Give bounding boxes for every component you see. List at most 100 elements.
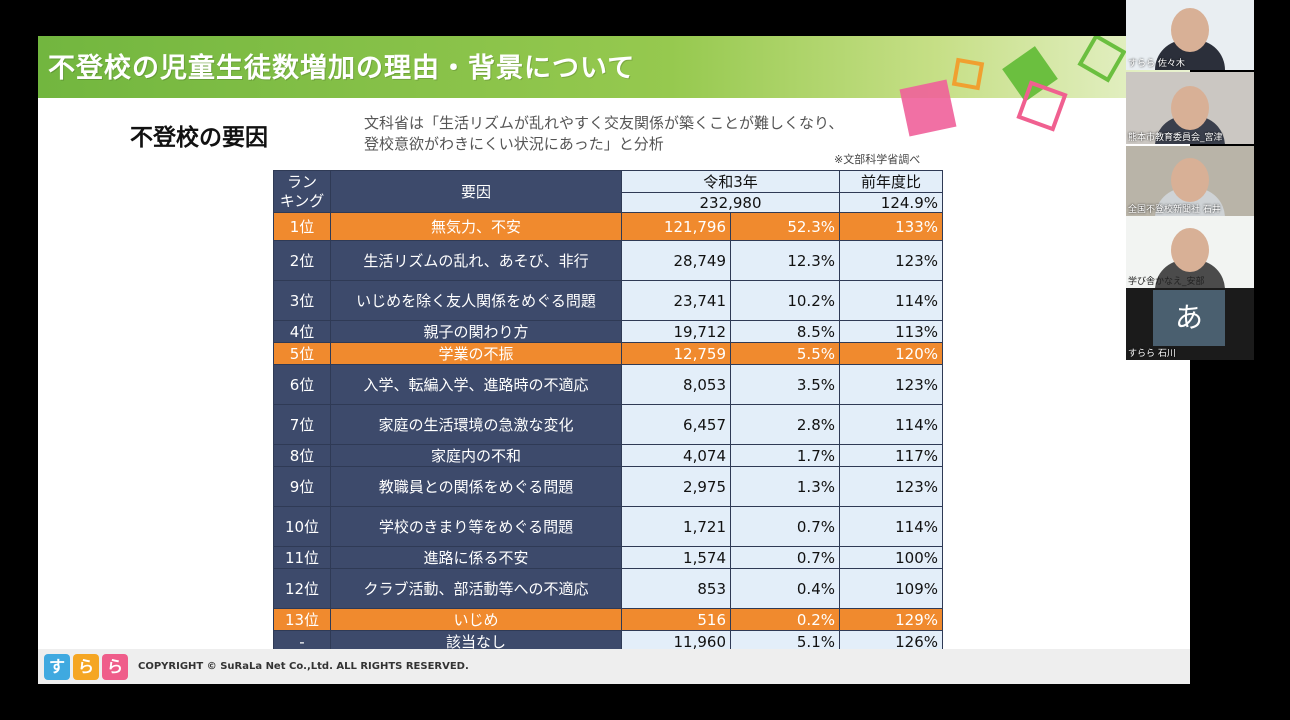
- percent-cell: 0.7%: [730, 546, 840, 569]
- header-yoy-total: 124.9%: [839, 192, 943, 213]
- yoy-cell: 123%: [839, 240, 943, 281]
- header-yoy: 前年度比: [839, 170, 943, 193]
- factor-cell: 生活リズムの乱れ、あそび、非行: [330, 240, 622, 281]
- factor-cell: いじめを除く友人関係をめぐる問題: [330, 280, 622, 321]
- count-cell: 1,574: [621, 546, 731, 569]
- count-cell: 23,741: [621, 280, 731, 321]
- count-cell: 6,457: [621, 404, 731, 445]
- table-row: 2位 生活リズムの乱れ、あそび、非行 28,749 12.3% 123%: [273, 240, 943, 281]
- video-tile-1[interactable]: すらら 佐々木: [1126, 0, 1254, 70]
- yoy-cell: 100%: [839, 546, 943, 569]
- table-header-row-2: 232,980 124.9%: [274, 192, 943, 213]
- header-year: 令和3年: [621, 170, 840, 193]
- factor-cell: クラブ活動、部活動等への不適応: [330, 568, 622, 609]
- percent-cell: 5.5%: [730, 342, 840, 365]
- analysis-note: 文科省は「生活リズムが乱れやすく交友関係が築くことが難しくなり、 登校意欲がわき…: [364, 113, 843, 155]
- decor-square-orange-outline: [951, 57, 985, 91]
- yoy-cell: 133%: [839, 212, 943, 241]
- factor-cell: 入学、転編入学、進路時の不適応: [330, 364, 622, 405]
- avatar-initial: あ: [1174, 301, 1203, 334]
- table-row: 6位 入学、転編入学、進路時の不適応 8,053 3.5% 123%: [273, 364, 943, 405]
- table-row: 12位 クラブ活動、部活動等への不適応 853 0.4% 109%: [273, 568, 943, 609]
- yoy-cell: 123%: [839, 364, 943, 405]
- yoy-cell: 129%: [839, 608, 943, 631]
- factor-cell: 家庭の生活環境の急激な変化: [330, 404, 622, 445]
- rank-cell: 7位: [273, 404, 331, 445]
- table-row: 5位 学業の不振 12,759 5.5% 120%: [273, 342, 943, 365]
- rank-cell: 2位: [273, 240, 331, 281]
- factor-cell: 学校のきまり等をめぐる問題: [330, 506, 622, 547]
- count-cell: 121,796: [621, 212, 731, 241]
- video-tile-2[interactable]: 熊本市教育委員会_宮津: [1126, 72, 1254, 144]
- table-row: 9位 教職員との関係をめぐる問題 2,975 1.3% 123%: [273, 466, 943, 507]
- yoy-cell: 113%: [839, 320, 943, 343]
- title-bar: 不登校の児童生徒数増加の理由・背景について: [38, 36, 1190, 98]
- header-rank: ラン キング: [273, 170, 331, 213]
- table-row: 1位 無気力、不安 121,796 52.3% 133%: [273, 212, 943, 241]
- source-note: ※文部科学省調べ: [834, 153, 921, 166]
- slide-title: 不登校の児童生徒数増加の理由・背景について: [48, 53, 636, 84]
- logo-char-3: ら: [102, 654, 128, 680]
- yoy-cell: 126%: [839, 630, 943, 653]
- table-row: 8位 家庭内の不和 4,074 1.7% 117%: [273, 444, 943, 467]
- yoy-cell: 114%: [839, 404, 943, 445]
- yoy-cell: 114%: [839, 280, 943, 321]
- participant-name: 全国不登校新聞社 石井: [1128, 205, 1221, 215]
- yoy-cell: 120%: [839, 342, 943, 365]
- copyright-text: COPYRIGHT © SuRaLa Net Co.,Ltd. ALL RIGH…: [138, 661, 469, 672]
- percent-cell: 0.7%: [730, 506, 840, 547]
- rank-cell: 13位: [273, 608, 331, 631]
- table-row: 11位 進路に係る不安 1,574 0.7% 100%: [273, 546, 943, 569]
- factor-cell: 教職員との関係をめぐる問題: [330, 466, 622, 507]
- note-line-2: 登校意欲がわきにくい状況にあった」と分析: [364, 135, 664, 153]
- percent-cell: 0.2%: [730, 608, 840, 631]
- yoy-cell: 117%: [839, 444, 943, 467]
- video-tile-3[interactable]: 全国不登校新聞社 石井: [1126, 146, 1254, 216]
- participant-name: 学び舎かなえ_安部: [1128, 277, 1205, 287]
- percent-cell: 1.3%: [730, 466, 840, 507]
- header-rank-line2: キング: [279, 191, 325, 210]
- header-rank-line1: ラン: [286, 172, 317, 191]
- rank-cell: 12位: [273, 568, 331, 609]
- note-line-1: 文科省は「生活リズムが乱れやすく交友関係が築くことが難しくなり、: [364, 114, 844, 132]
- rank-cell: 11位: [273, 546, 331, 569]
- rank-cell: 10位: [273, 506, 331, 547]
- participant-face: [1171, 86, 1209, 130]
- percent-cell: 0.4%: [730, 568, 840, 609]
- rank-cell: 4位: [273, 320, 331, 343]
- table-row: 10位 学校のきまり等をめぐる問題 1,721 0.7% 114%: [273, 506, 943, 547]
- rank-cell: 8位: [273, 444, 331, 467]
- section-heading: 不登校の要因: [130, 125, 268, 151]
- participant-name: すらら 石川: [1128, 349, 1176, 359]
- percent-cell: 2.8%: [730, 404, 840, 445]
- factor-cell: 進路に係る不安: [330, 546, 622, 569]
- participant-face: [1171, 158, 1209, 202]
- logo-char-2: ら: [73, 654, 99, 680]
- count-cell: 11,960: [621, 630, 731, 653]
- table-row: 13位 いじめ 516 0.2% 129%: [273, 608, 943, 631]
- participant-name: すらら 佐々木: [1128, 59, 1185, 69]
- participant-face: [1171, 8, 1209, 52]
- percent-cell: 3.5%: [730, 364, 840, 405]
- count-cell: 4,074: [621, 444, 731, 467]
- participant-face: [1171, 228, 1209, 272]
- count-cell: 12,759: [621, 342, 731, 365]
- header-year-total: 232,980: [621, 192, 840, 213]
- factor-cell: 学業の不振: [330, 342, 622, 365]
- count-cell: 28,749: [621, 240, 731, 281]
- percent-cell: 1.7%: [730, 444, 840, 467]
- count-cell: 516: [621, 608, 731, 631]
- slide-footer: す ら ら COPYRIGHT © SuRaLa Net Co.,Ltd. AL…: [38, 649, 1190, 684]
- count-cell: 19,712: [621, 320, 731, 343]
- factor-cell: 家庭内の不和: [330, 444, 622, 467]
- rank-cell: 9位: [273, 466, 331, 507]
- factor-cell: いじめ: [330, 608, 622, 631]
- rank-cell: 1位: [273, 212, 331, 241]
- video-tile-4[interactable]: 学び舎かなえ_安部: [1126, 216, 1254, 288]
- table-row: 3位 いじめを除く友人関係をめぐる問題 23,741 10.2% 114%: [273, 280, 943, 321]
- video-tile-5[interactable]: あ すらら 石川: [1126, 288, 1254, 360]
- factor-cell: 無気力、不安: [330, 212, 622, 241]
- yoy-cell: 114%: [839, 506, 943, 547]
- yoy-cell: 123%: [839, 466, 943, 507]
- percent-cell: 8.5%: [730, 320, 840, 343]
